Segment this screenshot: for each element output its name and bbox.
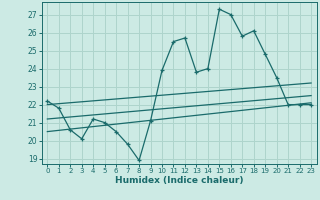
X-axis label: Humidex (Indice chaleur): Humidex (Indice chaleur): [115, 176, 244, 185]
